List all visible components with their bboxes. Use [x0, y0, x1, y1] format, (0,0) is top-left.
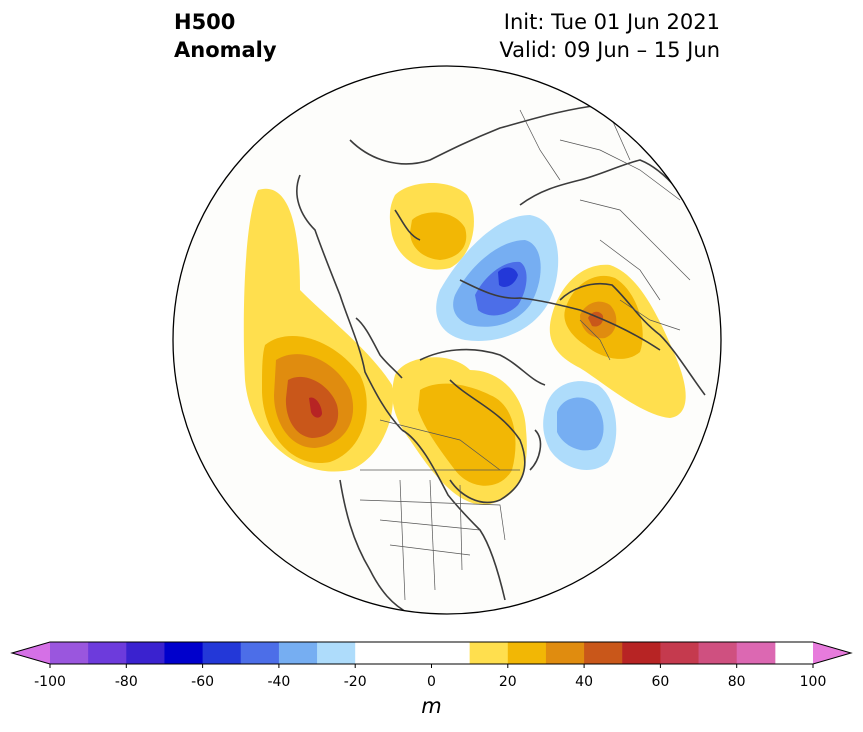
colorbar-segment — [278, 642, 318, 664]
colorbar — [10, 641, 853, 668]
title-variable: H500 — [174, 10, 236, 34]
colorbar-segment — [698, 642, 738, 664]
colorbar-segment — [584, 642, 623, 664]
title-field: Anomaly — [174, 38, 277, 62]
valid-period: Valid: 09 Jun – 15 Jun — [499, 38, 720, 62]
colorbar-segment — [126, 642, 165, 664]
colorbar-segment — [164, 642, 204, 664]
colorbar-segment — [393, 642, 471, 664]
globe-boundary — [172, 65, 722, 615]
colorbar-segment — [622, 642, 661, 664]
anomaly-contour-atlantic-20 — [557, 397, 604, 451]
colorbar-segment — [317, 642, 356, 664]
colorbar-tick-label: -100 — [34, 674, 66, 690]
colorbar-segment — [469, 642, 509, 664]
colorbar-segment — [736, 642, 776, 664]
init-time: Init: Tue 01 Jun 2021 — [503, 10, 720, 34]
polar-map — [172, 65, 722, 615]
colorbar-tick-label: 80 — [727, 674, 746, 690]
colorbar-segment — [355, 642, 394, 664]
anomaly-contour-canada-20 — [418, 383, 516, 486]
colorbar-tick-label: -20 — [343, 674, 367, 690]
colorbar-tick-label: -60 — [191, 674, 215, 690]
colorbar-segment — [660, 642, 700, 664]
colorbar-extend-min — [12, 642, 50, 664]
colorbar-segment — [240, 642, 280, 664]
globe-background — [173, 66, 721, 614]
colorbar-segment — [202, 642, 242, 664]
colorbar-units: m — [421, 694, 442, 718]
colorbar-tick-label: 20 — [498, 674, 517, 690]
colorbar-tick-label: 60 — [651, 674, 670, 690]
colorbar-tick-label: -80 — [114, 674, 138, 690]
colorbar-segment — [88, 642, 127, 664]
colorbar-tick-label: 0 — [427, 674, 436, 690]
colorbar-extend-max — [813, 642, 851, 664]
colorbar-segment — [545, 642, 585, 664]
political-borders — [359, 109, 691, 601]
anomaly-layers — [243, 182, 686, 505]
anomaly-contour-arctic-20 — [410, 212, 467, 260]
colorbar-tick-label: -40 — [267, 674, 291, 690]
chart-title-right: Init: Tue 01 Jun 2021 Valid: 09 Jun – 15… — [499, 8, 720, 64]
chart-title-left: H500 Anomaly — [174, 8, 277, 64]
coastlines — [296, 104, 711, 614]
colorbar-tick-label: 100 — [799, 674, 827, 690]
colorbar-segment — [507, 642, 547, 664]
anomaly-contour-pacific-50 — [309, 397, 322, 418]
anomaly-contour-kara-40 — [498, 267, 518, 287]
colorbar-segment — [50, 642, 89, 664]
colorbar-tick-label: 40 — [575, 674, 593, 690]
